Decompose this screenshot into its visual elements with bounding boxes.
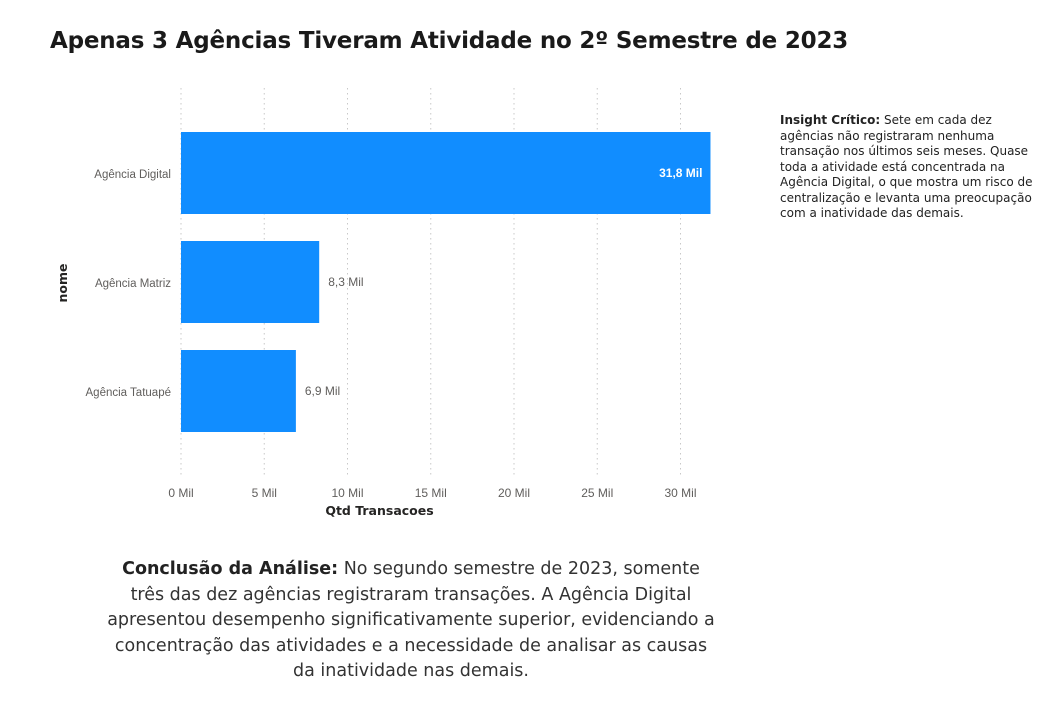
y-tick-label: Agência Matriz: [95, 278, 171, 290]
x-tick-label: 5 Mil: [252, 486, 277, 500]
bar: [181, 132, 710, 214]
y-tick-label: Agência Tatuapé: [86, 387, 171, 399]
insight-text-box: Insight Crítico: Sete em cada dez agênci…: [780, 113, 1044, 222]
bar: [181, 350, 296, 432]
bar: [181, 241, 319, 323]
x-tick-label: 0 Mil: [168, 486, 193, 500]
conclusion-label: Conclusão da Análise:: [122, 559, 338, 579]
y-tick-label: Agência Digital: [94, 169, 171, 181]
x-tick-label: 25 Mil: [581, 486, 613, 500]
bar-chart: 0 Mil 5 Mil 10 Mil 15 Mil 20 Mil 25 Mil 30 Mil…: [0, 0, 760, 530]
data-label: 8,3 Mil: [328, 275, 363, 289]
insight-body: Sete em cada dez agências não registrara…: [780, 113, 1033, 220]
conclusion-text-box: Conclusão da Análise: No segundo semestr…: [105, 557, 717, 685]
x-tick-label: 15 Mil: [415, 486, 447, 500]
x-tick-label: 10 Mil: [331, 486, 363, 500]
data-label: 6,9 Mil: [305, 384, 340, 398]
x-axis-title: Qtd Transacoes: [325, 503, 433, 518]
data-label: 31,8 Mil: [659, 166, 702, 180]
x-tick-label: 30 Mil: [664, 486, 696, 500]
y-axis-title: nome: [55, 264, 70, 303]
insight-label: Insight Crítico:: [780, 113, 880, 127]
x-tick-label: 20 Mil: [498, 486, 530, 500]
